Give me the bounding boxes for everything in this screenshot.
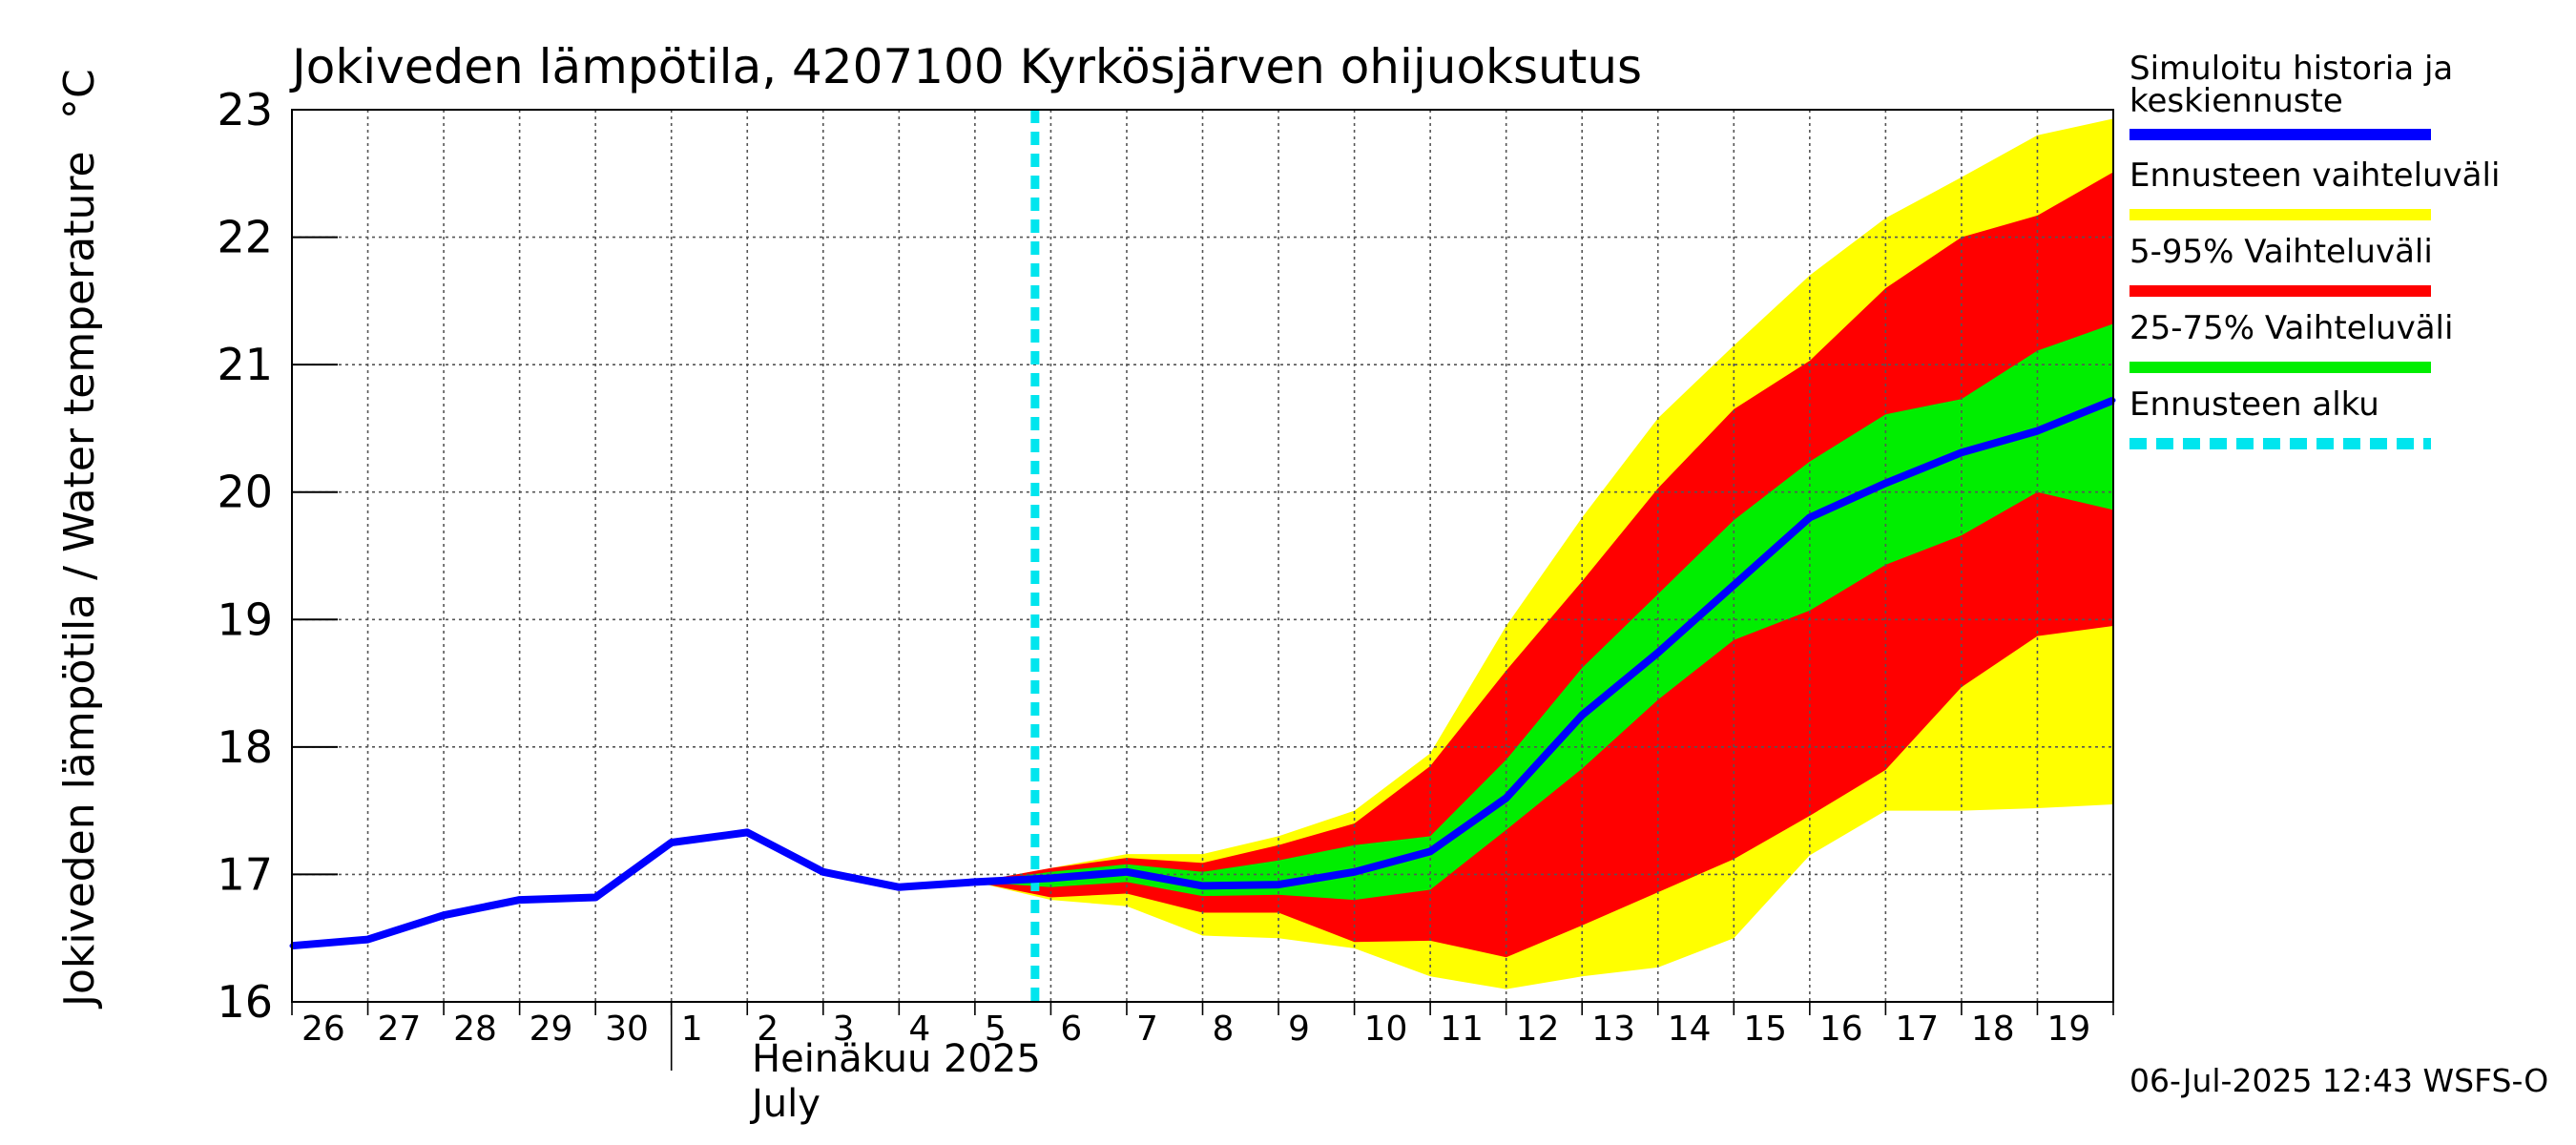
history-point xyxy=(1048,875,1053,881)
x-tick-label: 30 xyxy=(605,1010,649,1049)
x-tick-label: 26 xyxy=(301,1010,345,1049)
history-point xyxy=(1959,449,1964,455)
legend-label: 25-75% Vaihteluväli xyxy=(2129,309,2453,347)
legend-label: 5-95% Vaihteluväli xyxy=(2129,233,2433,271)
band-1 xyxy=(974,172,2113,958)
y-tick-label: 17 xyxy=(217,848,273,900)
history-point xyxy=(1124,869,1130,875)
x-tick-label: 12 xyxy=(1516,1010,1560,1049)
x-tick-label: 14 xyxy=(1668,1010,1712,1049)
grid-layer xyxy=(292,110,2113,1002)
history-point xyxy=(365,937,371,943)
x-tick-label: 4 xyxy=(908,1010,930,1049)
history-point xyxy=(1427,848,1433,854)
plot-frame xyxy=(291,109,2114,1003)
legend-label: Ennusteen vaihteluväli xyxy=(2129,156,2500,195)
history-point xyxy=(896,885,902,890)
legend-label: keskiennuste xyxy=(2129,82,2343,120)
x-tick-label: 13 xyxy=(1591,1010,1635,1049)
history-point xyxy=(669,840,675,845)
y-tick-label: 20 xyxy=(217,467,273,518)
history-point xyxy=(441,912,447,918)
x-tick-label: 29 xyxy=(530,1010,573,1049)
history-point xyxy=(592,894,598,900)
x-tick-label: 6 xyxy=(1060,1010,1082,1049)
x-tick-label: 27 xyxy=(378,1010,422,1049)
history-point xyxy=(972,879,978,885)
x-tick-label: 19 xyxy=(2046,1010,2090,1049)
history-point xyxy=(2034,428,2040,434)
x-tick-label: 11 xyxy=(1440,1010,1484,1049)
y-tick-label: 23 xyxy=(217,84,273,135)
history-point xyxy=(1731,582,1736,588)
band-2 xyxy=(974,323,2113,901)
x-tick-label: 28 xyxy=(453,1010,497,1049)
history-point xyxy=(1655,650,1661,656)
history-point xyxy=(517,897,523,903)
x-tick-label: 8 xyxy=(1213,1010,1235,1049)
x-tick-label: 2 xyxy=(757,1010,779,1049)
x-tick-label: 7 xyxy=(1136,1010,1158,1049)
footer-timestamp: 06-Jul-2025 12:43 WSFS-O xyxy=(2129,1062,2548,1099)
x-tick-label: 15 xyxy=(1743,1010,1787,1049)
bands-layer xyxy=(974,118,2113,989)
x-tick-label: 3 xyxy=(833,1010,855,1049)
history-point xyxy=(744,829,750,835)
series-layer xyxy=(289,110,2116,1002)
legend-label: Ennusteen alku xyxy=(2129,385,2379,424)
y-tick-label: 21 xyxy=(217,339,273,390)
history-point xyxy=(821,869,826,875)
history-point xyxy=(1579,712,1585,718)
x-tick-label: 10 xyxy=(1364,1010,1408,1049)
history-point xyxy=(1807,514,1813,520)
x-tick-label: 17 xyxy=(1895,1010,1939,1049)
legend-label: Simuloitu historia ja xyxy=(2129,50,2453,88)
month-label-fi: Heinäkuu 2025 xyxy=(752,1037,1041,1081)
history-point xyxy=(1882,480,1888,486)
y-axis-unit: °C xyxy=(55,69,104,119)
x-tick-label: 9 xyxy=(1288,1010,1310,1049)
x-tick-label: 1 xyxy=(681,1010,703,1049)
month-label-en: July xyxy=(749,1082,821,1126)
history-point xyxy=(1504,795,1509,801)
y-tick-label: 16 xyxy=(217,976,273,1028)
y-axis-label: Jokiveden lämpötila / Water temperature xyxy=(55,151,104,1010)
x-tick-label: 16 xyxy=(1819,1010,1863,1049)
y-tick-label: 19 xyxy=(217,593,273,645)
y-tick-label: 18 xyxy=(217,721,273,773)
chart-title: Jokiveden lämpötila, 4207100 Kyrkösjärve… xyxy=(289,39,1642,94)
history-point xyxy=(1200,883,1205,888)
x-tick-label: 18 xyxy=(1971,1010,2015,1049)
y-tick-label: 22 xyxy=(217,212,273,263)
history-point xyxy=(1276,882,1281,887)
history-point xyxy=(1352,869,1358,875)
x-tick-label: 5 xyxy=(985,1010,1007,1049)
